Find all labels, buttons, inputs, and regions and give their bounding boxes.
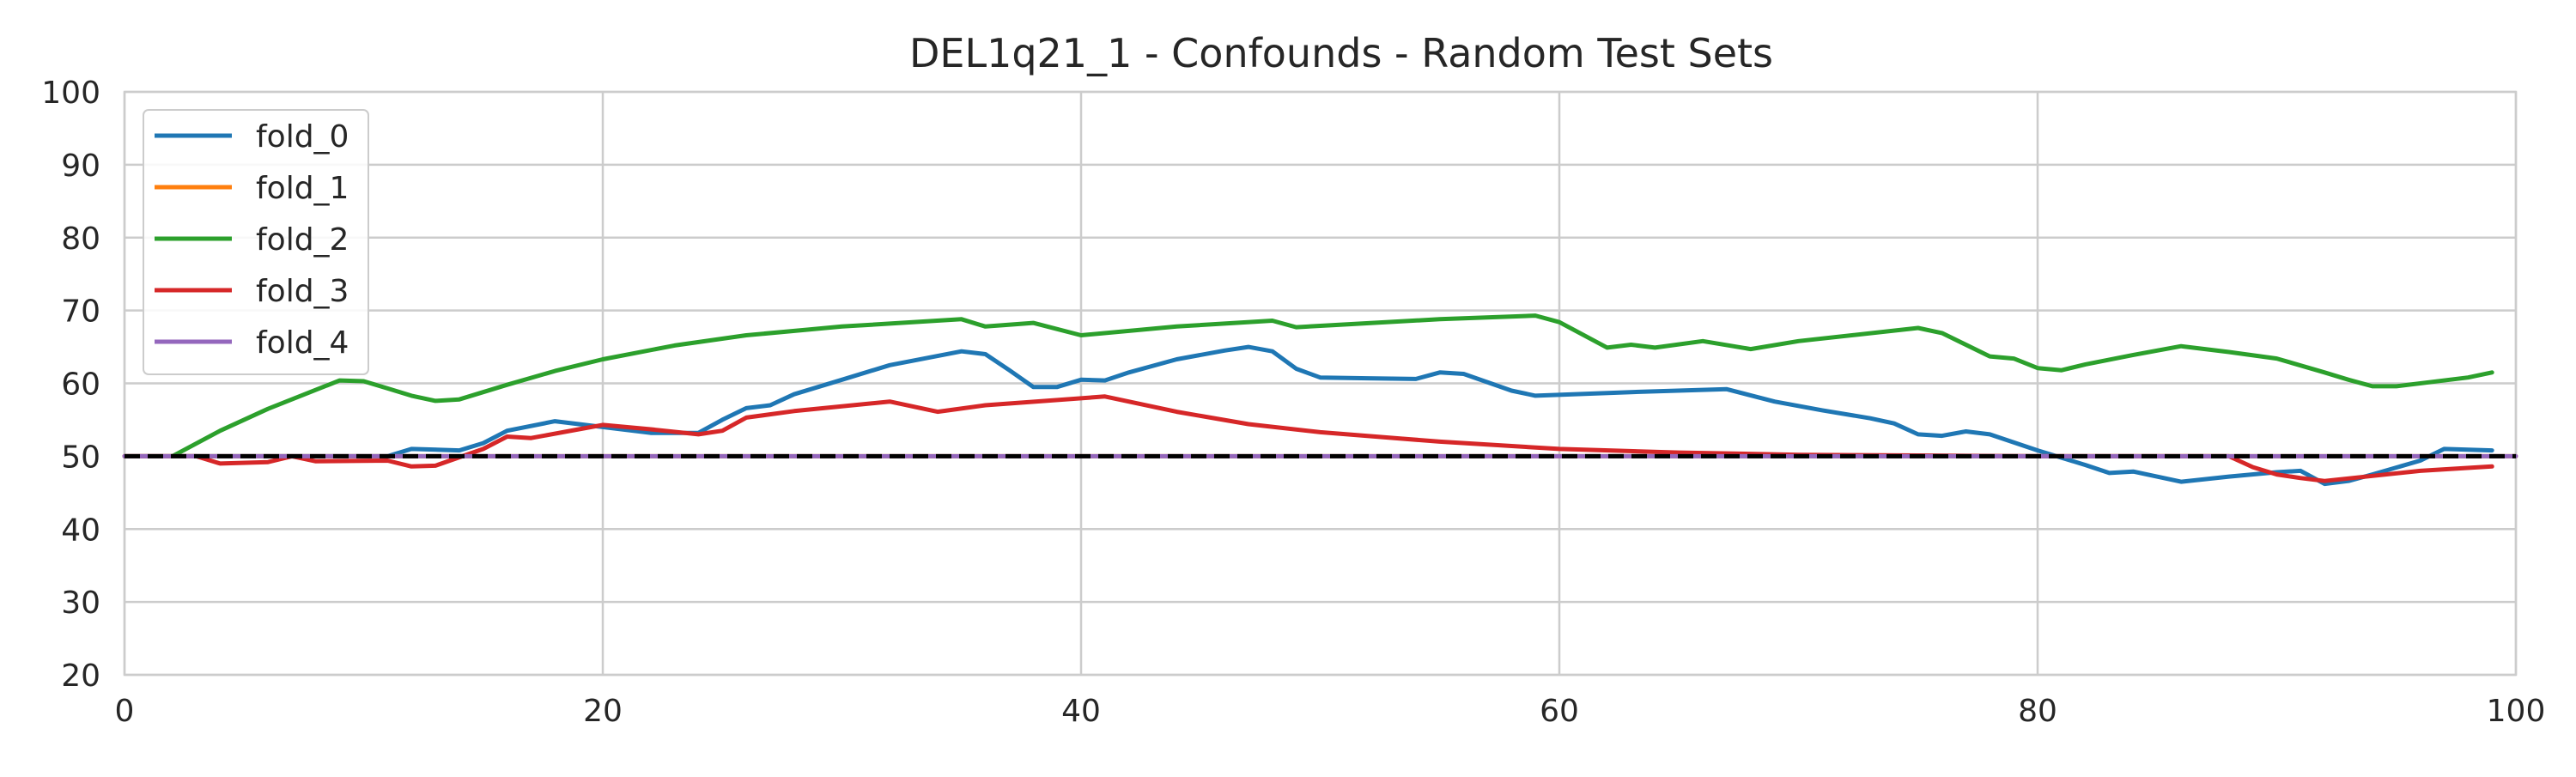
legend-label-fold-0: fold_0 — [256, 119, 349, 155]
series-line-fold-0 — [122, 344, 2494, 487]
y-tick-label: 40 — [61, 513, 100, 548]
y-tick-label: 70 — [61, 294, 100, 330]
x-tick-label: 60 — [1540, 694, 1579, 729]
legend-label-fold-3: fold_3 — [256, 274, 349, 309]
legend-label-fold-4: fold_4 — [256, 325, 349, 361]
legend-items: fold_0 fold_1 fold_2 fold_3 fold_4 — [155, 119, 349, 361]
x-tick-label: 40 — [1061, 694, 1101, 729]
x-tick-label: 0 — [115, 694, 135, 729]
y-tick-label: 100 — [41, 76, 100, 111]
legend-box — [143, 109, 369, 375]
y-tick-label: 50 — [61, 440, 100, 475]
chart-title: DEL1q21_1 - Confounds - Random Test Sets — [909, 30, 1773, 76]
y-tick-label: 80 — [61, 222, 100, 257]
legend: fold_0 fold_1 fold_2 fold_3 fold_4 — [143, 109, 369, 375]
y-tick-label: 20 — [61, 659, 100, 694]
tick-labels: 0 20 40 60 80 100 20 30 40 50 60 70 80 90 100 — [41, 76, 2545, 729]
series-line-fold-2 — [170, 313, 2494, 458]
legend-label-fold-1: fold_1 — [256, 171, 349, 206]
x-tick-label: 80 — [2018, 694, 2057, 729]
series-line-fold-3 — [122, 394, 2494, 483]
x-tick-label: 100 — [2487, 694, 2546, 729]
y-tick-label: 30 — [61, 586, 100, 621]
x-tick-label: 20 — [583, 694, 623, 729]
legend-label-fold-2: fold_2 — [256, 222, 349, 258]
y-tick-label: 60 — [61, 367, 100, 403]
plot-frame — [123, 90, 2518, 677]
y-tick-label: 90 — [61, 149, 100, 184]
